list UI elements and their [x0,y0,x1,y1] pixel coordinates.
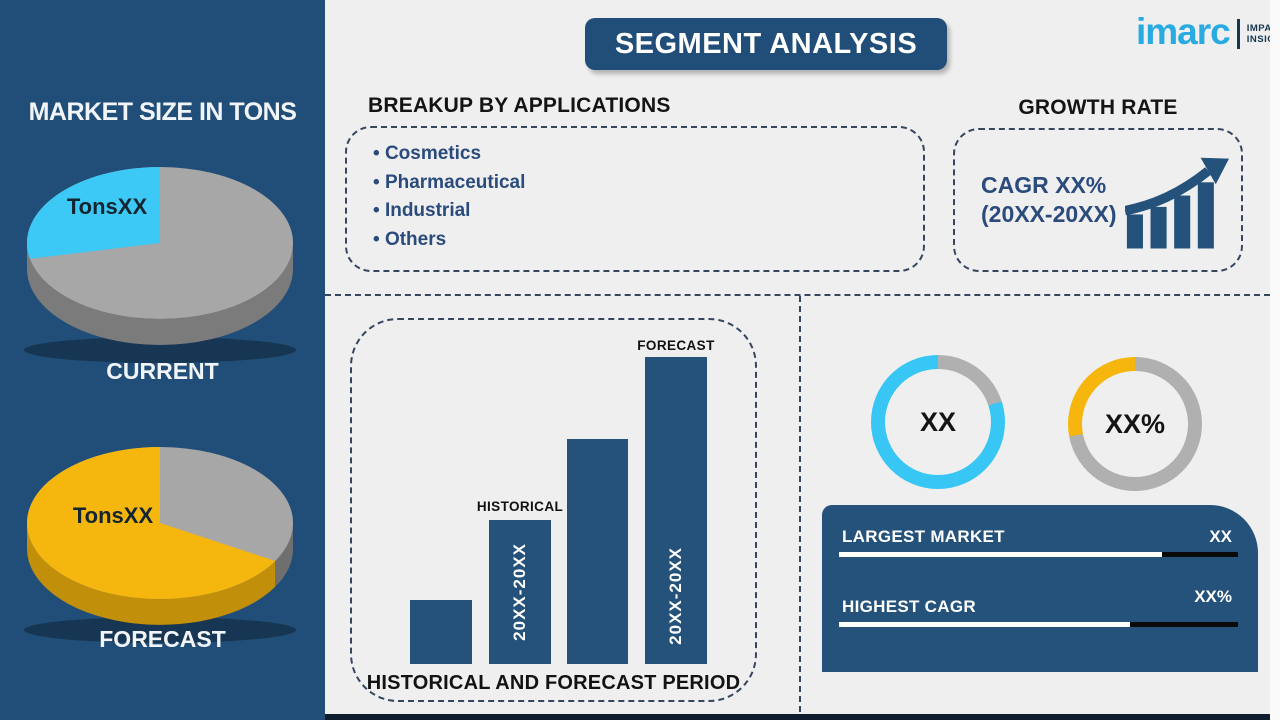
donut-value: XX% [1104,408,1166,439]
forecast-label: FORECAST [637,338,715,353]
application-item: Pharmaceutical [373,169,923,198]
donut-value: XX [919,406,957,437]
horizontal-divider [325,294,1280,296]
pie-shadow [24,617,296,643]
page-title: SEGMENT ANALYSIS [614,27,918,60]
page-title-box: SEGMENT ANALYSIS [585,18,947,70]
logo-tagline-line1: IMPACTFUL [1246,23,1280,34]
pie-side-yellow [27,523,275,625]
largest-market-label: LARGEST MARKET [842,527,1005,546]
application-item: Others [373,226,923,255]
progress-fill [839,622,1131,627]
bar-chart-caption: HISTORICAL AND FORECAST PERIOD [366,672,741,694]
pie-slice-label: TonsXX [73,503,154,528]
pie-tons-slice [26,167,160,259]
bar-chart-box [350,318,757,702]
bar-segment-historical [489,520,551,664]
progress-fill [839,552,1163,557]
donut-hole: XX% [1082,371,1188,477]
growth-rate-box: CAGR XX% (20XX-20XX) [953,128,1243,272]
pie-side [27,243,293,345]
highest-cagr-value: XX% [1194,587,1232,606]
forecast-pie-chart: TonsXX [24,447,296,643]
donut-chart-highest-cagr: XX% [1068,357,1202,491]
bar-period-text: 20XX-20XX [510,543,529,641]
logo-brand-text: imarc [1136,11,1231,52]
growth-rate-heading: GROWTH RATE [1018,96,1178,119]
highest-cagr-label: HIGHEST CAGR [842,597,976,616]
sidebar-title: MARKET SIZE IN TONS [28,98,297,126]
historical-label: HISTORICAL [476,499,564,514]
pie-shadow [24,337,296,363]
applications-list: Cosmetics Pharmaceutical Industrial Othe… [373,140,923,254]
logo-tagline: IMPACTFUL INSIGHTS [1247,23,1280,45]
application-item: Cosmetics [373,140,923,169]
donut-chart-largest-market: XX [871,355,1005,489]
pie-side-gray [275,523,293,587]
applications-box: Cosmetics Pharmaceutical Industrial Othe… [345,126,925,272]
bottom-strip [325,714,1270,720]
sidebar: MARKET SIZE IN TONS TonsXX CURRENT TonsX… [0,0,325,720]
bar-segment-3 [567,439,628,664]
bar-segment-forecast [645,357,707,664]
summary-box: LARGEST MARKET XX HIGHEST CAGR XX% [822,505,1258,672]
applications-heading: BREAKUP BY APPLICATIONS [368,94,671,117]
highest-cagr-progress [839,622,1238,627]
current-pie-caption: CURRENT [106,358,219,384]
cagr-line2: (20XX-20XX) [981,201,1117,227]
logo-tagline-line2: INSIGHTS [1246,34,1280,45]
forecast-pie-caption: FORECAST [99,626,226,652]
right-edge-strip [1270,0,1280,720]
largest-market-progress [839,552,1238,557]
forecast-bar-period: 20XX-20XX [645,534,707,658]
bar-period-text: 20XX-20XX [666,547,685,645]
application-item: Industrial [373,197,923,226]
vertical-divider [799,296,801,712]
cagr-line1: CAGR XX% [981,172,1107,198]
cagr-text: CAGR XX% (20XX-20XX) [981,171,1117,229]
logo-divider [1236,19,1240,49]
current-pie-chart: TonsXX [24,167,296,363]
pie-tons-slice [27,447,276,599]
growth-chart-icon [1124,157,1229,249]
largest-market-value: XX [1209,527,1232,546]
bar-segment-1 [410,600,472,664]
historical-bar-period: 20XX-20XX [489,526,551,658]
donut-hole: XX [885,369,991,475]
pie-slice-label: TonsXX [67,194,148,219]
imarc-logo: imarc IMPACTFUL INSIGHTS [1136,12,1280,52]
